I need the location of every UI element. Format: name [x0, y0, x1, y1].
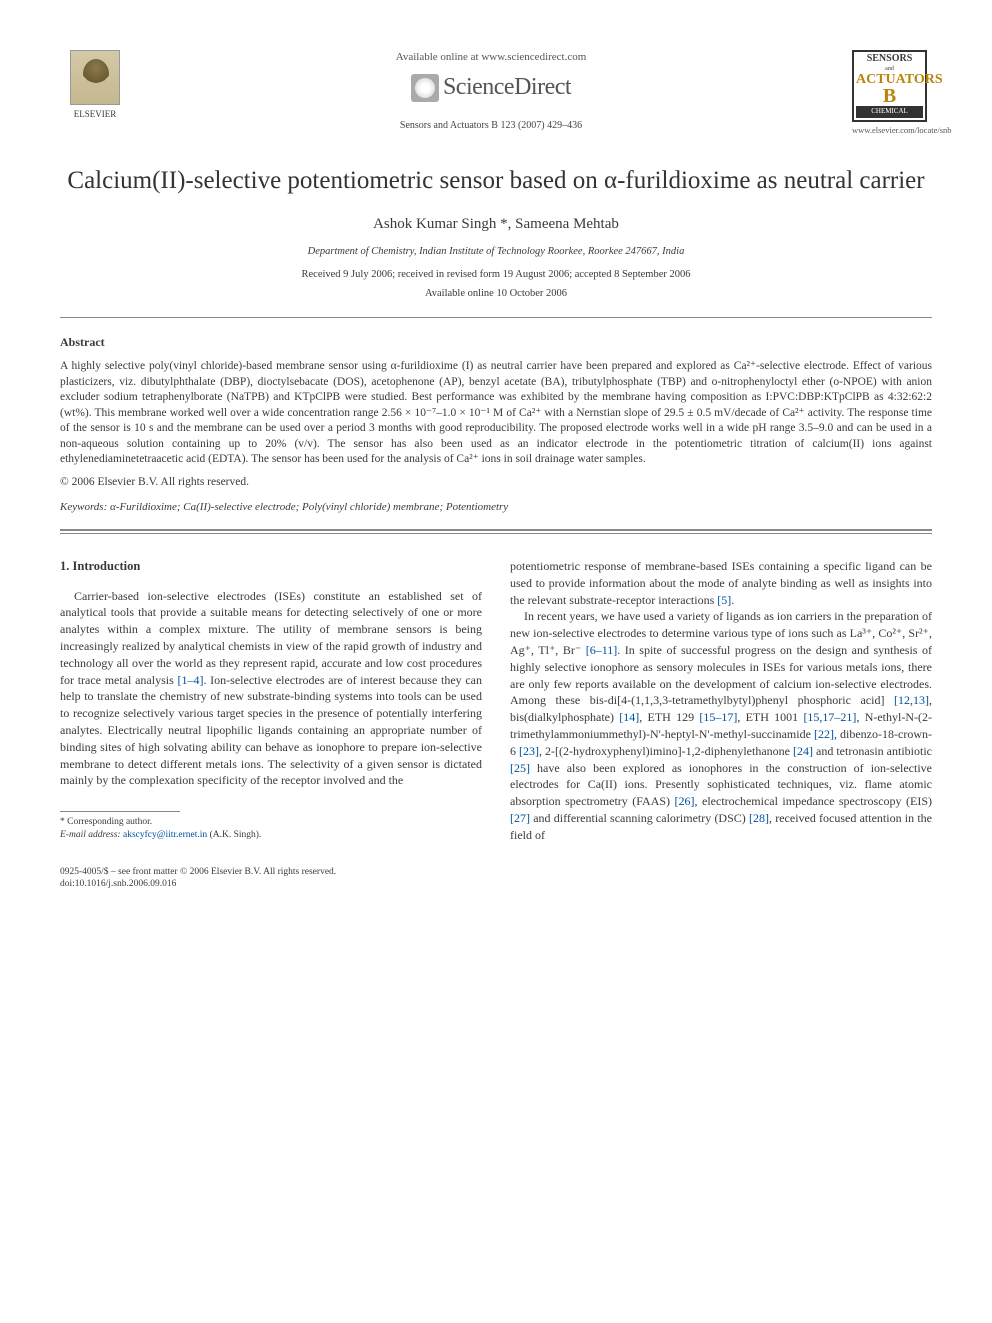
rule-above-abstract [60, 317, 932, 318]
elsevier-label: ELSEVIER [74, 108, 117, 121]
dates-received: Received 9 July 2006; received in revise… [60, 268, 932, 283]
ref-5[interactable]: [5] [717, 593, 731, 607]
journal-url[interactable]: www.elsevier.com/locate/snb [852, 125, 932, 137]
ref-1-4[interactable]: [1–4] [177, 673, 203, 687]
left-column: 1. Introduction Carrier-based ion-select… [60, 558, 482, 844]
copyright: © 2006 Elsevier B.V. All rights reserved… [60, 474, 932, 490]
ref-28[interactable]: [28] [749, 811, 769, 825]
available-online-text: Available online at www.sciencedirect.co… [150, 50, 832, 65]
keywords-line: Keywords: α-Furildioxime; Ca(II)-selecti… [60, 500, 932, 515]
ref-14[interactable]: [14] [619, 710, 639, 724]
header-row: ELSEVIER Available online at www.science… [60, 50, 932, 137]
email-link[interactable]: akscyfcy@iitr.ernet.in [123, 830, 207, 840]
body-columns: 1. Introduction Carrier-based ion-select… [60, 558, 932, 844]
footnote-email: E-mail address: akscyfcy@iitr.ernet.in (… [60, 829, 482, 841]
ref-15-17[interactable]: [15–17] [699, 710, 737, 724]
journal-logo: SENSORS and ACTUATORS B CHEMICAL www.els… [852, 50, 932, 137]
affiliation: Department of Chemistry, Indian Institut… [60, 245, 932, 260]
dates-online: Available online 10 October 2006 [60, 287, 932, 302]
keywords-label: Keywords: [60, 501, 107, 513]
ref-15-17-21[interactable]: [15,17–21] [803, 710, 856, 724]
footer-front-matter: 0925-4005/$ – see front matter © 2006 El… [60, 866, 932, 879]
footnote-rule [60, 811, 180, 812]
ref-25[interactable]: [25] [510, 761, 530, 775]
rule-double-bot [60, 533, 932, 534]
intro-paragraph-2: In recent years, we have used a variety … [510, 608, 932, 843]
footnote-corresponding: * Corresponding author. [60, 816, 482, 828]
article-title: Calcium(II)-selective potentiometric sen… [60, 165, 932, 196]
right-column: potentiometric response of membrane-base… [510, 558, 932, 844]
ref-23[interactable]: [23] [519, 744, 539, 758]
keywords-text: α-Furildioxime; Ca(II)-selective electro… [107, 501, 508, 513]
ref-22[interactable]: [22] [814, 727, 834, 741]
abstract-text: A highly selective poly(vinyl chloride)-… [60, 359, 932, 468]
authors: Ashok Kumar Singh *, Sameena Mehtab [60, 214, 932, 235]
ref-27[interactable]: [27] [510, 811, 530, 825]
journal-box-bot: CHEMICAL [856, 106, 923, 118]
journal-citation: Sensors and Actuators B 123 (2007) 429–4… [150, 119, 832, 133]
intro-paragraph-1: Carrier-based ion-selective electrodes (… [60, 588, 482, 790]
ref-26[interactable]: [26] [675, 794, 695, 808]
section-1-heading: 1. Introduction [60, 558, 482, 576]
rule-double-top [60, 529, 932, 531]
footer-doi[interactable]: doi:10.1016/j.snb.2006.09.016 [60, 878, 932, 891]
elsevier-logo: ELSEVIER [60, 50, 130, 130]
elsevier-tree-icon [70, 50, 120, 105]
sciencedirect-brand: ScienceDirect [150, 71, 832, 105]
journal-box-top: SENSORS [856, 54, 923, 64]
journal-box-mid: ACTUATORS B [856, 74, 923, 105]
ref-12-13[interactable]: [12,13] [894, 693, 929, 707]
center-header: Available online at www.sciencedirect.co… [130, 50, 852, 133]
footer: 0925-4005/$ – see front matter © 2006 El… [60, 866, 932, 892]
sciencedirect-icon [411, 74, 439, 102]
journal-box: SENSORS and ACTUATORS B CHEMICAL [852, 50, 927, 122]
ref-6-11[interactable]: [6–11] [586, 643, 618, 657]
sciencedirect-text: ScienceDirect [443, 71, 571, 105]
intro-paragraph-1-cont: potentiometric response of membrane-base… [510, 558, 932, 608]
ref-24[interactable]: [24] [793, 744, 813, 758]
abstract-label: Abstract [60, 334, 932, 351]
